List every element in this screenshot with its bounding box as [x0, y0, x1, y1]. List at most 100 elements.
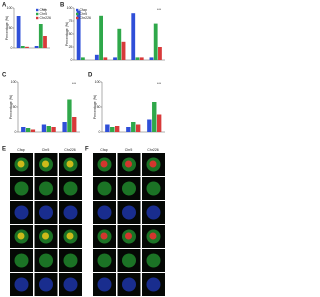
- y-tick-label: 75: [69, 19, 73, 23]
- column-header: Chr226: [64, 148, 76, 152]
- cell: [97, 253, 112, 268]
- bar: [38, 24, 43, 48]
- y-axis-label: Percentage (%): [65, 22, 69, 46]
- cell: [63, 205, 78, 220]
- cell: [122, 253, 136, 268]
- bar: [114, 126, 120, 132]
- cell: [97, 277, 112, 292]
- y-tick-label: 25: [69, 45, 73, 49]
- legend-swatch: [76, 8, 79, 12]
- bar: [158, 47, 162, 60]
- bar: [21, 127, 26, 132]
- legend-swatch: [76, 12, 79, 16]
- y-tick-label: 0: [15, 130, 17, 134]
- bar: [76, 10, 81, 61]
- bar: [153, 23, 158, 61]
- bar: [72, 117, 77, 132]
- legend-label: Chr226: [80, 16, 92, 20]
- bar: [121, 41, 126, 60]
- cell: [39, 253, 53, 268]
- bar: [67, 99, 72, 132]
- bar: [135, 57, 140, 60]
- annotation: ***: [42, 8, 47, 12]
- bar: [117, 28, 122, 60]
- bar: [139, 57, 144, 60]
- cell-signal: [100, 160, 108, 168]
- legend-swatch: [76, 16, 79, 20]
- cell: [14, 181, 29, 196]
- cell: [97, 205, 112, 220]
- legend-label: Cfap: [40, 8, 47, 12]
- bar: [62, 122, 67, 132]
- cell-signal: [17, 160, 25, 168]
- y-tick-label: 0: [99, 130, 101, 134]
- y-axis-label: Percentage (%): [9, 95, 13, 119]
- cell-signal: [149, 160, 157, 168]
- cell: [97, 181, 112, 196]
- cell: [122, 181, 136, 196]
- cell-signal: [17, 232, 25, 240]
- cell: [39, 277, 53, 292]
- bar: [51, 127, 56, 132]
- bar: [20, 46, 25, 48]
- legend-swatch: [36, 16, 39, 20]
- bar: [105, 124, 110, 132]
- annotation: ***: [72, 82, 77, 86]
- cell: [146, 277, 161, 292]
- bar: [131, 122, 136, 132]
- bar: [25, 128, 31, 132]
- bar: [156, 114, 162, 132]
- y-axis-label: Percentage (%): [5, 16, 9, 40]
- bar: [110, 127, 115, 132]
- cell: [63, 277, 78, 292]
- bar: [131, 13, 136, 60]
- bar: [30, 129, 36, 132]
- y-tick-label: 50: [69, 32, 73, 36]
- bar: [16, 16, 21, 48]
- column-header: Chr226: [147, 148, 159, 152]
- y-axis-label: Percentage (%): [93, 95, 97, 119]
- cell: [146, 253, 161, 268]
- panel-letter: A: [2, 3, 7, 9]
- bar: [135, 124, 141, 132]
- cell: [14, 253, 29, 268]
- bar: [80, 57, 85, 60]
- annotation: ***: [157, 82, 162, 86]
- legend-swatch: [36, 8, 39, 12]
- y-tick-label: 100: [67, 6, 73, 10]
- column-header: Cfap: [100, 148, 107, 152]
- panel-letter: D: [88, 73, 93, 79]
- legend-label: Chr226: [40, 16, 52, 20]
- legend-swatch: [36, 12, 39, 16]
- panel-letter: F: [85, 147, 89, 153]
- y-tick-label: 50: [97, 105, 101, 109]
- cell: [14, 205, 29, 220]
- y-tick-label: 50: [13, 105, 17, 109]
- cell: [122, 205, 136, 220]
- cell-signal: [66, 232, 74, 240]
- panel-letter: C: [2, 73, 7, 79]
- cell: [146, 181, 161, 196]
- bar: [41, 124, 47, 132]
- bar: [46, 126, 51, 132]
- panel-letter: E: [2, 147, 6, 153]
- cell: [14, 277, 29, 292]
- bar: [99, 15, 103, 61]
- bar: [94, 54, 99, 60]
- bar: [126, 127, 131, 132]
- annotation: ***: [157, 8, 162, 12]
- cell-signal: [42, 160, 49, 168]
- cell-signal: [149, 232, 157, 240]
- bar: [103, 57, 108, 60]
- bar: [152, 102, 157, 132]
- bar: [25, 46, 29, 48]
- y-tick-label: 100: [7, 6, 13, 10]
- cell-signal: [125, 160, 132, 168]
- bar: [147, 119, 152, 132]
- column-header: Chr5: [42, 148, 50, 152]
- legend-label: Cfap: [80, 8, 87, 12]
- cell-signal: [125, 232, 132, 240]
- legend-label: Chr5: [40, 12, 48, 16]
- bar: [43, 36, 47, 48]
